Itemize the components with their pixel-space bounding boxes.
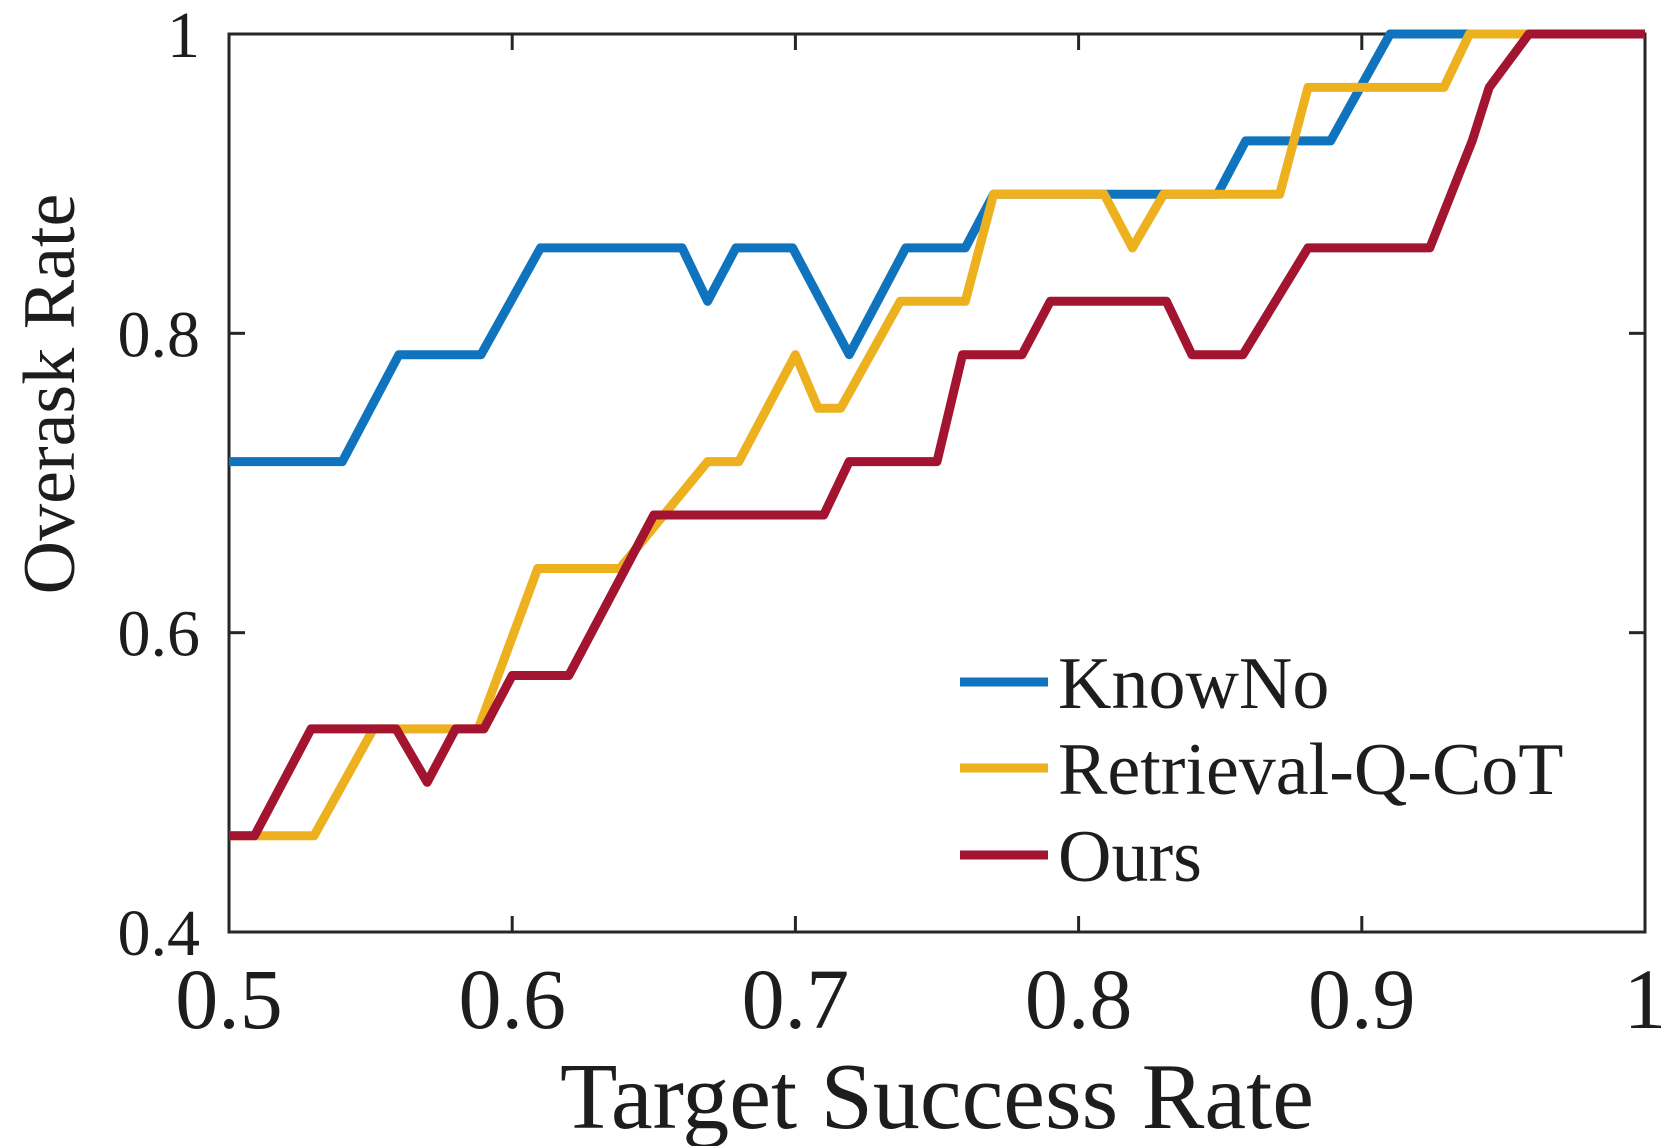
legend: KnowNo Retrieval-Q-CoT Ours [960, 643, 1564, 898]
x-tick-label: 0.9 [1308, 951, 1416, 1047]
x-tick-label: 0.8 [1025, 951, 1133, 1047]
x-tick-label: 0.6 [458, 951, 566, 1047]
legend-item-retrieval-q-cot: Retrieval-Q-CoT [960, 729, 1564, 811]
plot-box [227, 32, 1647, 934]
axis-ticks [229, 34, 1645, 932]
x-tick-label: 0.5 [175, 951, 283, 1047]
y-tick-label: 0.6 [118, 598, 201, 671]
y-tick-label: 0.4 [118, 897, 201, 970]
x-tick-labels: 0.5 0.6 0.7 0.8 0.9 1 [175, 951, 1661, 1047]
series-line-knowno [229, 29, 1645, 467]
legend-label-knowno: KnowNo [1058, 643, 1329, 725]
legend-item-knowno: KnowNo [960, 643, 1329, 725]
legend-item-ours: Ours [960, 816, 1202, 898]
y-tick-labels: 0.4 0.6 0.8 1 [118, 0, 201, 970]
series-lines [229, 29, 1645, 841]
x-tick-label: 1 [1624, 951, 1661, 1047]
legend-label-ours: Ours [1058, 816, 1202, 898]
x-axis-label: Target Success Rate [560, 1045, 1314, 1146]
x-tick-label: 0.7 [742, 951, 850, 1047]
legend-label-retrieval-q-cot: Retrieval-Q-CoT [1058, 729, 1564, 811]
series-line-ours [229, 29, 1645, 841]
y-tick-label: 1 [167, 0, 200, 72]
y-axis-label: Overask Rate [9, 194, 91, 595]
y-tick-label: 0.8 [118, 298, 201, 371]
series-line-retrieval-q-cot [229, 29, 1645, 841]
